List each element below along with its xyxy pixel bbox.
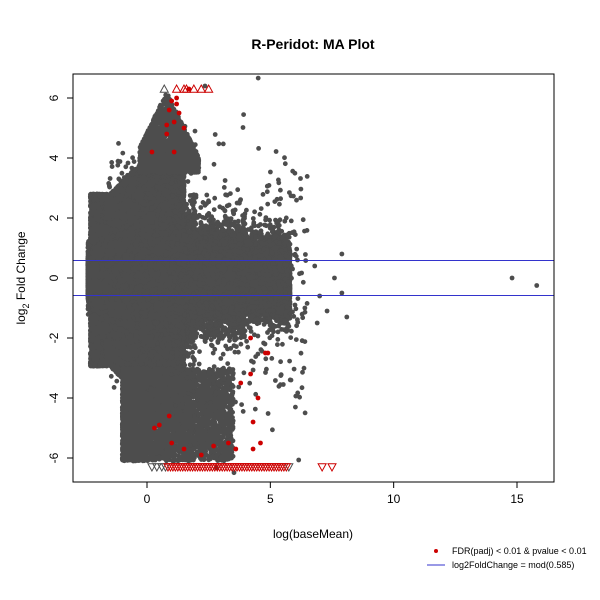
data-point-significant-27	[174, 95, 180, 101]
legend: FDR(padj) < 0.01 & pvalue < 0.01 log2Fol…	[427, 546, 587, 570]
data-point-significant-10	[258, 440, 263, 446]
data-point-significant-3	[169, 440, 175, 446]
offscale-up-red-3	[189, 83, 199, 93]
data-point-significant-20	[171, 119, 177, 125]
data-point-significant-6	[211, 443, 217, 449]
y-tick-label-6: 6	[47, 94, 61, 101]
data-point-significant-1	[156, 422, 162, 428]
data-point-significant-2	[166, 413, 172, 419]
offscale-up-grey-0	[159, 83, 170, 93]
data-point-significant-25	[181, 125, 187, 131]
data-point-significant-13	[238, 380, 244, 386]
y-axis-label-subscript: 2	[21, 304, 31, 309]
y-tick-label-5: 4	[47, 154, 61, 161]
data-point-significant-22	[171, 149, 177, 155]
data-point-significant-18	[174, 101, 180, 107]
chart-title: R-Peridot: MA Plot	[251, 36, 374, 52]
x-axis-label: log(baseMean)	[273, 527, 353, 541]
data-point-significant-9	[250, 446, 256, 452]
data-point-significant-7	[226, 440, 231, 446]
non-significant-points	[290, 251, 540, 326]
data-point-far-6	[332, 275, 337, 281]
y-axis: -6 -4 -2 0 2 4 6	[47, 94, 73, 463]
data-points-background	[85, 75, 310, 476]
data-point-significant-24	[164, 122, 170, 128]
legend-threshold-label: log2FoldChange = mod(0.585)	[452, 560, 574, 570]
offscale-down-red-49	[317, 463, 327, 473]
legend-significant-label: FDR(padj) < 0.01 & pvalue < 0.01	[452, 546, 587, 556]
data-point-significant-11	[250, 419, 256, 425]
offscale-down-red-50	[327, 463, 337, 473]
data-point-far-2	[339, 251, 345, 257]
legend-significant-marker	[434, 549, 438, 553]
x-tick-label-3: 15	[510, 492, 524, 506]
threshold-lines	[73, 259, 554, 297]
y-tick-label-1: -4	[47, 392, 61, 403]
x-tick-label-1: 5	[267, 492, 274, 506]
offscale-up-red-2	[181, 83, 192, 93]
data-point-significant-21	[164, 131, 170, 137]
offscale-up-red-0	[171, 83, 182, 93]
data-point-significant-23	[149, 149, 155, 155]
y-tick-label-4: 2	[47, 214, 61, 221]
data-point-far-4	[344, 314, 350, 320]
offscale-down-grey-0	[147, 463, 157, 473]
data-point-significant-8	[233, 446, 239, 452]
data-point-significant-28	[166, 107, 172, 113]
x-tick-label-0: 0	[144, 492, 151, 506]
offscale-up-red-5	[203, 83, 214, 93]
data-point-significant-5	[198, 452, 204, 458]
y-axis-label-main: log	[14, 309, 28, 325]
offscale-up-red-4	[196, 83, 207, 93]
data-point-far-3	[339, 290, 345, 296]
x-axis: 0 5 10 15	[144, 482, 524, 506]
data-point-far-9	[302, 305, 308, 311]
data-point-significant-14	[248, 371, 254, 377]
y-tick-label-2: -2	[47, 332, 61, 343]
data-point-far-10	[314, 320, 320, 326]
y-tick-label-0: -6	[47, 452, 61, 463]
y-tick-label-3: 0	[47, 274, 61, 281]
x-tick-label-2: 10	[387, 492, 401, 506]
offscale-markers	[147, 83, 337, 473]
data-point-significant-0	[152, 425, 157, 431]
data-point-far-7	[312, 263, 318, 269]
data-point-significant-29	[169, 98, 175, 104]
data-point-far-13	[290, 266, 295, 272]
data-point-far-11	[292, 302, 298, 308]
y-axis-label: log2 Fold Change	[14, 231, 31, 324]
data-point-significant-17	[265, 350, 271, 356]
y-axis-label-rest: Fold Change	[14, 231, 28, 303]
data-point-significant-12	[255, 395, 261, 401]
data-point-significant-4	[181, 446, 187, 452]
data-point-significant-19	[176, 110, 182, 116]
data-point-far-0	[509, 275, 515, 281]
data-point-far-1	[534, 283, 540, 288]
data-point-far-5	[324, 308, 330, 314]
offscale-down-grey-1	[152, 463, 162, 473]
data-point-significant-15	[248, 335, 254, 341]
offscale-down-red-48	[281, 463, 292, 473]
